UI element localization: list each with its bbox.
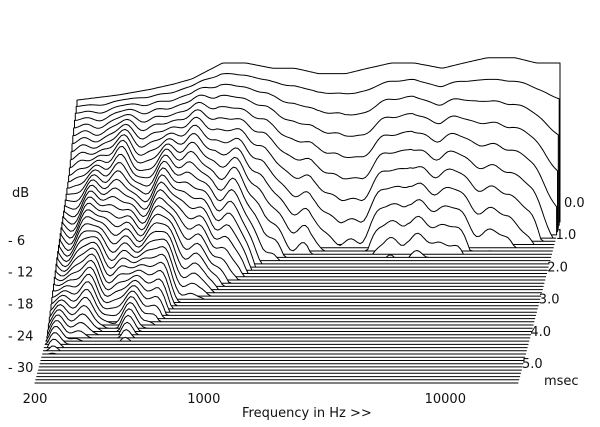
x-tick-label: 1000 (187, 392, 220, 407)
time-tick-label: 5.0 (522, 357, 543, 372)
decay-slice-line (43, 338, 528, 349)
time-tick-label: 2.0 (547, 260, 568, 275)
decay-slice-line (47, 309, 532, 332)
y-tick-label: - 12 (8, 266, 33, 281)
y-tick-label: - 24 (8, 329, 33, 344)
decay-slices (34, 57, 561, 384)
time-tick-label: 0.0 (564, 196, 585, 211)
y-tick-label: - 18 (8, 298, 33, 313)
decay-slice-line (48, 304, 533, 329)
x-tick-label: 200 (23, 392, 48, 407)
time-axis-unit: msec (544, 374, 579, 389)
decay-slice-line (47, 314, 532, 336)
y-axis: dB - 6 - 12 - 18 - 24 - 30 (8, 186, 33, 376)
time-axis: msec 0.0 1.0 2.0 3.0 4.0 5.0 (522, 196, 585, 389)
decay-slice-line (46, 320, 531, 339)
y-tick-label: - 6 (8, 234, 25, 249)
x-axis: Frequency in Hz >> 200 1000 10000 (23, 392, 466, 421)
decay-slice-line (45, 326, 530, 342)
time-tick-label: 1.0 (556, 228, 577, 243)
decay-slice-line (42, 345, 527, 352)
decay-slice-line (44, 332, 529, 345)
decay-slice-line (58, 223, 543, 291)
y-tick-label: - 30 (8, 361, 33, 376)
time-tick-label: 4.0 (530, 325, 551, 340)
decay-slice-line (58, 230, 542, 294)
x-tick-label: 10000 (425, 392, 466, 407)
decay-slice-line (42, 352, 527, 355)
time-tick-label: 3.0 (539, 293, 560, 308)
x-axis-title: Frequency in Hz >> (242, 406, 372, 421)
y-axis-title: dB (12, 186, 29, 201)
